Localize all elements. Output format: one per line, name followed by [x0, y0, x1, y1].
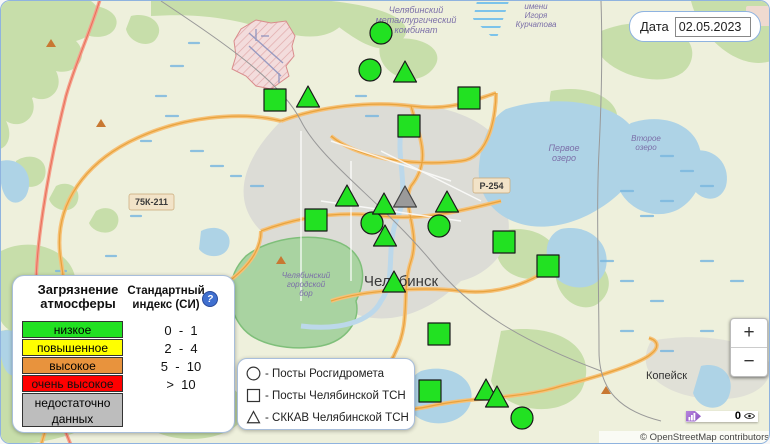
svg-text:Челябинский: Челябинский — [282, 271, 331, 280]
svg-text:Челябинский: Челябинский — [389, 5, 443, 15]
svg-text:озеро: озеро — [552, 153, 576, 163]
svg-text:Копейск: Копейск — [646, 370, 687, 382]
svg-text:бор: бор — [299, 289, 313, 298]
svg-text:Р-254: Р-254 — [479, 181, 503, 191]
svg-text:металлургический: металлургический — [376, 15, 457, 25]
svg-text:Курчатова: Курчатова — [516, 20, 557, 29]
svg-text:Второе: Второе — [631, 134, 661, 143]
svg-text:городской: городской — [287, 280, 326, 289]
svg-text:Игоря: Игоря — [525, 11, 548, 20]
svg-text:75К-211: 75К-211 — [135, 197, 168, 207]
svg-text:Первое: Первое — [548, 143, 579, 153]
svg-text:озеро: озеро — [635, 143, 657, 152]
svg-text:имени: имени — [524, 2, 548, 11]
svg-text:комбинат: комбинат — [395, 25, 438, 35]
